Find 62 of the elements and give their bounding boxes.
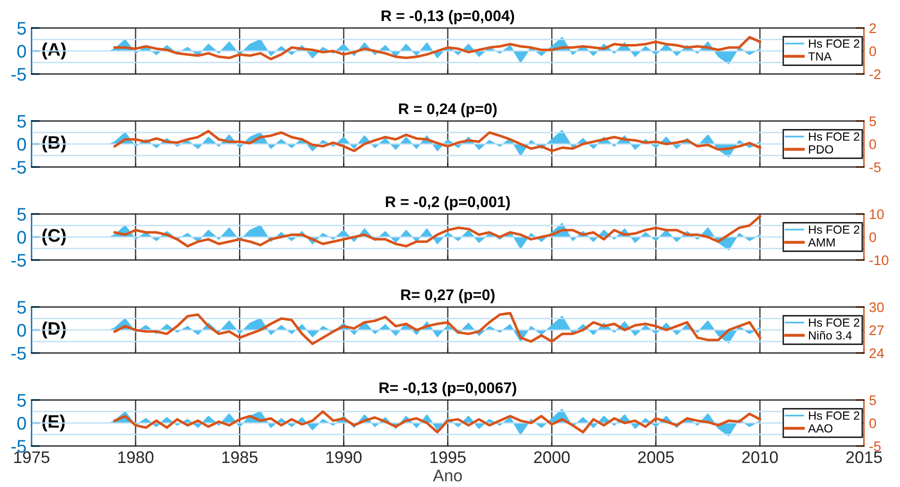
x-tick-label: 1975 [14,451,50,464]
y2-tick-label: 0 [869,139,876,150]
x-tick-label: 2000 [534,451,570,464]
chart-title: R = 0,24 (p=0) [399,102,497,118]
y-tick-label: -5 [11,440,26,453]
legend-label: TNA [808,52,832,60]
x-tick-label: 2015 [846,451,882,464]
y2-tick-label: 0 [869,232,876,242]
y2-tick-label: -10 [869,255,888,266]
x-tick-label: 2005 [638,451,674,464]
y2-tick-label: -5 [869,441,881,452]
y-tick-label: 5 [17,301,26,314]
chart-title: R = -0,2 (p=0,001) [386,196,510,210]
y-tick-label: -5 [11,347,26,360]
line-series [114,36,762,60]
y2-tick-label: 30 [869,302,884,312]
legend-label: AAO [808,424,832,433]
text: Niño 3.4 [809,330,852,340]
y2-tick-label: -5 [869,162,881,172]
line-series [114,130,762,152]
x-tick-label: 1995 [430,451,466,464]
y2-tick-label: 5 [869,116,876,126]
y2-tick-label: 2 [870,23,876,34]
x-tick-label: 1980 [118,451,154,464]
y-tick-label: -5 [11,161,26,174]
y-tick-label: 0 [17,44,26,58]
y2-tick-label: 24 [870,348,884,358]
x-tick-label: 1985 [222,451,258,464]
legend-label: AMM [808,238,835,246]
y2-tick-label: 0 [869,418,876,428]
y2-tick-label: 0 [869,46,876,56]
x-axis-title: Ano [432,470,462,482]
chart-title: R= 0,27 (p=0) [401,288,495,304]
line-series [114,215,762,248]
annotation: (C) [42,228,66,246]
y-tick-label: 0 [17,416,26,430]
y-tick-label: 0 [17,138,26,151]
y-tick-label: 5 [17,394,26,407]
chart-title: R= -0,13 (p=0,0067) [380,382,516,396]
legend-label: Hs FOE 2 [809,411,860,420]
y2-tick-label: 5 [869,395,876,406]
annotation: (E) [42,414,65,432]
y-tick-label: -5 [11,254,26,267]
y-tick-label: -5 [11,68,26,81]
y-tick-label: 0 [17,324,26,337]
text: PDO [809,145,834,154]
y2-tick-label: 27 [870,325,884,336]
line-series [114,312,762,346]
x-tick-label: 1990 [326,451,362,464]
legend-label: Hs FOE 2 [809,225,860,234]
y-tick-label: 5 [17,208,26,221]
y2-tick-label: 10 [870,209,884,220]
y-tick-label: 5 [17,115,26,128]
chart-title: R = -0,13 (p=0,004) [382,10,514,24]
line-series [114,410,762,434]
text: Hs FOE 2 [809,132,860,141]
y-tick-label: 0 [17,230,26,244]
x-tick-label: 2010 [742,451,778,464]
text: Hs FOE 2 [809,318,860,327]
y2-tick-label: -2 [869,69,881,80]
y-tick-label: 5 [17,22,26,35]
legend-label: Hs FOE 2 [809,39,860,48]
